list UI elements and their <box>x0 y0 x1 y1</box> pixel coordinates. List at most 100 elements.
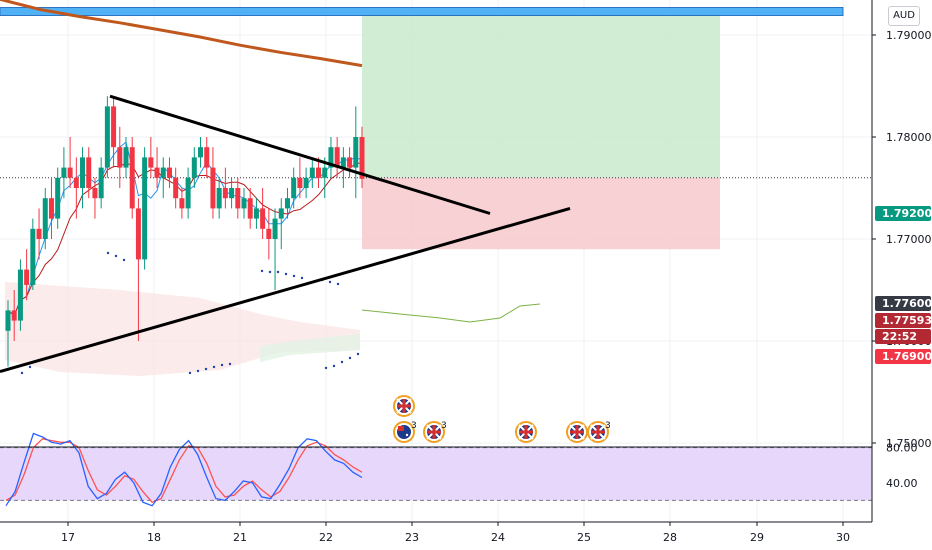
stochastic-oscillator-pane: 80.00 40.00 <box>0 432 918 507</box>
candle-body <box>166 167 172 178</box>
sar-dot <box>356 352 360 356</box>
candle-body <box>328 147 334 168</box>
oscillator-tick-label: 40.00 <box>886 477 918 490</box>
price-tick-label: 1.79000 <box>886 29 932 42</box>
candle-body <box>129 147 135 209</box>
sar-dot <box>204 367 208 371</box>
time-tick-label: 25 <box>577 531 591 544</box>
sar-dot <box>328 280 332 284</box>
uk-flag-icon <box>566 421 588 443</box>
candle-body <box>229 188 235 199</box>
triangle-upper-trendline <box>109 94 491 215</box>
candle-body <box>86 157 92 188</box>
price-label-bg <box>875 349 931 364</box>
candle-body <box>98 167 104 199</box>
candle-body <box>316 167 322 178</box>
uk-flag-icon <box>515 421 537 443</box>
sar-dot <box>196 369 200 373</box>
candle-body <box>334 147 340 168</box>
candle-body <box>117 147 123 168</box>
price-label-bg <box>875 206 931 221</box>
event-count-badge: 3 <box>605 421 611 431</box>
price-axis-label: 1.76900 <box>875 349 932 364</box>
uk-flag-icon <box>393 395 415 417</box>
candle-body <box>222 188 228 199</box>
candle-body <box>204 147 210 168</box>
sar-dot <box>260 269 264 273</box>
candle-body <box>80 157 86 188</box>
time-tick-label: 29 <box>750 531 764 544</box>
candle-body <box>260 208 266 229</box>
currency-button[interactable]: AUD <box>888 6 920 26</box>
price-label-text: 1.77593 <box>882 314 932 327</box>
price-label-bg <box>875 329 931 344</box>
candle-body <box>185 177 191 209</box>
time-tick-label: 21 <box>233 531 247 544</box>
price-tick-label: 1.75000 <box>886 437 932 450</box>
candle-body <box>36 228 42 239</box>
time-tick-label: 23 <box>405 531 419 544</box>
oscillator-band-fill <box>0 447 872 501</box>
candle-body <box>284 198 290 209</box>
leading-span-line <box>361 303 541 323</box>
candle-body <box>160 167 166 178</box>
candle-body <box>61 167 67 178</box>
candle-body <box>347 157 353 168</box>
uk-flag-icon: 3 <box>423 421 447 443</box>
time-tick-label: 24 <box>491 531 505 544</box>
candle-body <box>30 228 36 285</box>
candle-body <box>11 310 17 321</box>
sar-dot <box>284 272 288 276</box>
cloud-band <box>5 282 360 376</box>
candle-body <box>241 198 247 209</box>
take-profit-zone <box>362 14 720 178</box>
sar-dot <box>276 270 280 274</box>
sar-dot <box>292 274 296 278</box>
ma200-line <box>0 0 363 68</box>
candle-body <box>123 147 129 168</box>
candle-body <box>235 188 241 209</box>
uk-flag-icon: 3 <box>587 421 611 443</box>
price-label-text: 1.76900 <box>882 350 932 363</box>
sar-dot <box>228 362 232 366</box>
flag-star <box>405 433 409 437</box>
candle-body <box>198 147 204 158</box>
price-axis-label: 1.77593 <box>875 313 932 328</box>
candle-body <box>173 177 179 199</box>
candle-body <box>272 218 278 239</box>
flag-canton <box>398 426 404 431</box>
candle-body <box>24 269 30 285</box>
triangle-lower-trendline <box>0 206 571 374</box>
candle-body <box>135 208 141 260</box>
position-zones <box>0 7 872 376</box>
candle-body <box>5 310 11 331</box>
price-label-bg <box>875 313 931 328</box>
candle-body <box>48 198 54 219</box>
stop-loss-zone <box>362 177 720 250</box>
time-tick-label: 17 <box>61 531 75 544</box>
sar-dot <box>268 270 272 274</box>
price-axis-label: 1.77600 <box>875 296 932 311</box>
candle-body <box>148 157 154 168</box>
trendline-drawings <box>0 94 571 374</box>
candle-body <box>253 208 259 219</box>
sar-dot <box>114 254 118 258</box>
candle-body <box>322 167 328 178</box>
candlestick-series <box>5 96 365 367</box>
au-flag-icon: 3 <box>393 421 417 443</box>
candle-body <box>309 167 315 178</box>
candle-body <box>42 198 48 239</box>
sar-dot <box>332 364 336 368</box>
candle-body <box>142 157 148 260</box>
price-label-text: 1.79200 <box>882 207 932 220</box>
sar-dot <box>348 356 352 360</box>
candle-body <box>216 188 222 209</box>
candle-body <box>353 137 359 168</box>
candle-body <box>266 228 272 239</box>
candle-body <box>303 177 309 188</box>
sar-dot <box>340 360 344 364</box>
candle-body <box>104 106 110 168</box>
candle-body <box>247 198 253 219</box>
